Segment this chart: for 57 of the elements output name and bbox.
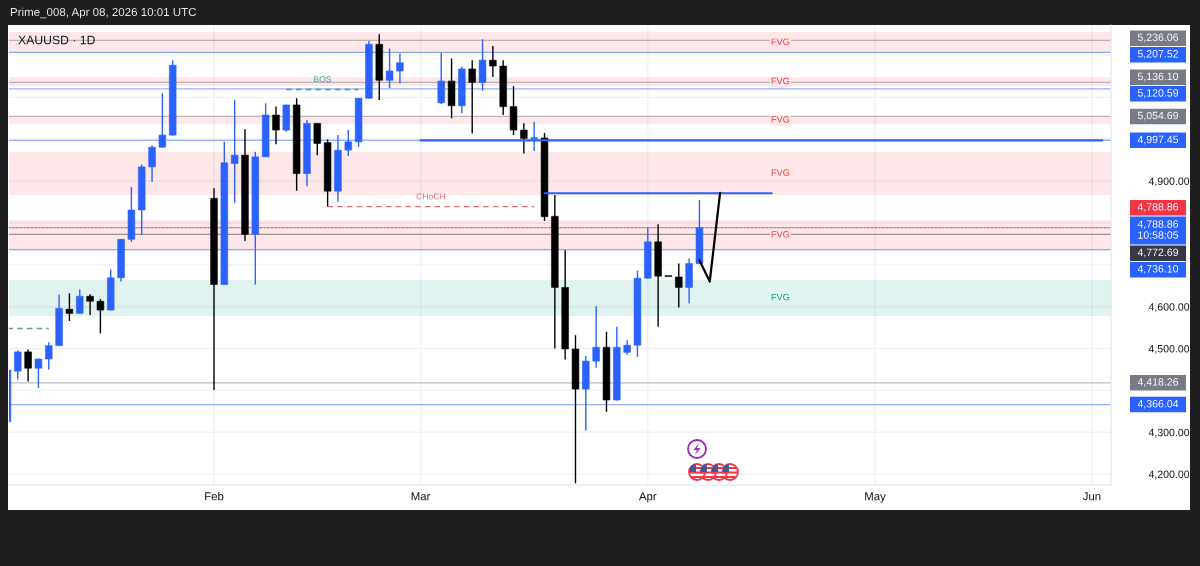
y-tick-label: 4,600.00 [1148,303,1190,312]
band-label: FVG [771,231,790,238]
candlestick [468,59,476,135]
candlestick [45,341,53,371]
ref-line-label: 4,366.04 [1137,399,1179,409]
candlestick [509,85,518,136]
band-label: FVG [771,116,790,123]
candlestick [396,52,404,85]
x-tick-label: Jun [1082,492,1101,501]
candlestick [592,305,600,369]
chart-subtitle: Prime_008, Apr 08, 2026 10:01 UTC [10,7,197,19]
candlestick [520,122,528,155]
candlestick [86,293,94,316]
ref-line-label: 4,772.69 [1137,248,1179,258]
ref-line-label: 4,788.86 10:58:05 [1137,220,1179,239]
candlestick [76,288,84,315]
candlestick [385,47,394,89]
candlestick [313,122,321,156]
ref-line-label: 5,236.06 [1137,33,1179,43]
x-tick-label: May [865,492,886,503]
ref-line-label: 5,054.69 [1137,111,1179,121]
y-tick-label: 4,900.00 [1148,177,1190,187]
series-label: BOS [314,76,332,83]
ref-line-label: 4,736.10 [1137,265,1179,274]
ref-line-label: 4,788.86 [1137,203,1179,212]
y-tick-label: 4,300.00 [1148,428,1190,438]
x-tick-label: Apr [638,492,657,503]
candlestick [489,45,497,78]
candlestick [230,99,239,204]
ref-line-label: 5,120.59 [1137,89,1179,98]
candlestick [65,292,74,322]
candlestick [675,262,683,309]
candlestick [148,144,156,183]
candlestick [34,357,43,389]
candlestick [344,129,352,157]
y-tick-label: 4,500.00 [1148,345,1190,354]
band-label: FVG [771,77,790,85]
candlestick [24,348,32,383]
band-label: FVG [771,169,790,176]
ref-line-label: 5,136.10 [1137,72,1179,82]
series-label: CHoCH [416,193,446,200]
candlestick [478,38,487,92]
band-label: FVG [771,293,790,301]
candlestick [158,92,167,149]
candlestick [272,105,280,145]
band-label: FVG [771,38,790,46]
candlestick [96,298,105,335]
ref-line-label: 5,207.52 [1137,50,1179,59]
ref-line-label: 4,997.45 [1137,135,1179,145]
x-tick-label: Feb [205,491,224,501]
x-tick-label: Mar [411,492,431,501]
ref-line-label: 4,418.26 [1137,378,1179,387]
text: XAUUSD · 1D [18,35,95,45]
candlestick [685,257,693,305]
candlestick [437,51,445,105]
y-tick-label: 4,200.00 [1148,470,1190,480]
candlestick [14,349,22,381]
